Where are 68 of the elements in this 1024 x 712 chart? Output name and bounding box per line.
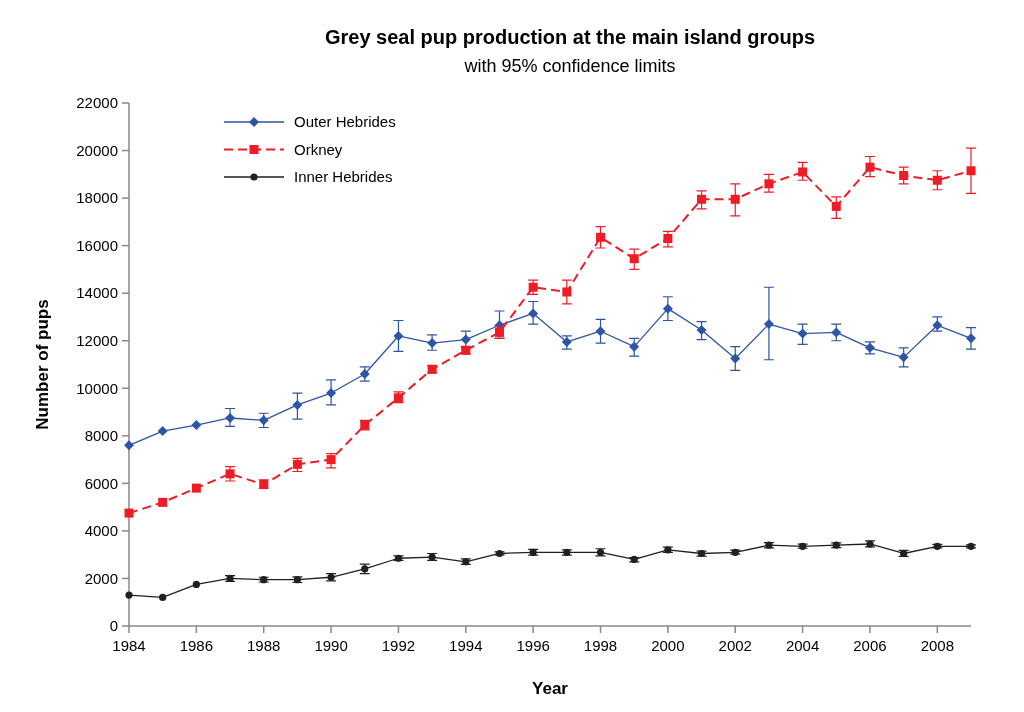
- point: [326, 388, 337, 399]
- point: [697, 194, 707, 204]
- point: [326, 455, 336, 465]
- legend-label: Outer Hebrides: [294, 113, 396, 131]
- legend-label: Orkney: [294, 140, 343, 158]
- y-tick-label: 20000: [76, 141, 118, 159]
- x-tick-label: 1986: [179, 637, 214, 654]
- y-tick-label: 16000: [76, 236, 118, 254]
- point: [662, 303, 673, 314]
- point: [124, 440, 134, 451]
- y-tick-label: 10000: [76, 379, 118, 397]
- x-tick-label: 2004: [785, 637, 820, 654]
- point: [629, 341, 640, 352]
- x-tick-label: 1988: [247, 637, 281, 654]
- point: [629, 254, 639, 264]
- point: [966, 166, 976, 176]
- point: [292, 399, 303, 410]
- x-tick-label: 2002: [718, 637, 752, 654]
- y-tick-label: 22000: [76, 94, 118, 112]
- point: [865, 162, 875, 172]
- y-tick-label: 4000: [84, 522, 118, 540]
- y-tick-label: 2000: [84, 569, 118, 587]
- point: [932, 175, 942, 185]
- point: [932, 320, 943, 331]
- point: [125, 591, 133, 599]
- point: [528, 308, 539, 319]
- point: [763, 319, 774, 330]
- point: [764, 179, 774, 189]
- y-tick-label: 8000: [84, 427, 118, 445]
- point: [596, 232, 606, 242]
- x-tick-label: 1984: [112, 637, 146, 654]
- point: [595, 326, 606, 337]
- point: [831, 201, 841, 211]
- point: [191, 483, 201, 493]
- x-tick-label: 1994: [449, 637, 483, 654]
- point: [158, 497, 168, 507]
- x-axis-title: Year: [532, 679, 569, 698]
- x-tick-label: 1998: [583, 637, 618, 654]
- point: [562, 287, 572, 297]
- point: [966, 333, 976, 344]
- point: [696, 325, 707, 336]
- point: [797, 328, 808, 339]
- y-tick-label: 0: [109, 617, 118, 635]
- point: [192, 580, 200, 588]
- y-tick-label: 12000: [76, 331, 118, 349]
- point: [730, 353, 741, 364]
- chart-subtitle: with 95% confidence limits: [463, 56, 676, 76]
- point: [159, 593, 167, 602]
- y-tick-label: 14000: [76, 284, 118, 302]
- point: [393, 330, 404, 341]
- y-axis-title: Number of pups: [33, 299, 52, 430]
- x-tick-label: 1992: [381, 637, 416, 654]
- x-tick-label: 1990: [314, 637, 348, 654]
- point: [798, 167, 808, 177]
- point: [225, 412, 236, 423]
- point: [191, 420, 202, 431]
- point: [157, 426, 168, 437]
- x-tick-label: 2006: [853, 637, 887, 654]
- y-tick-label: 18000: [76, 189, 118, 207]
- x-tick-label: 2008: [920, 637, 955, 654]
- chart-title: Grey seal pup production at the main island groups: [324, 26, 816, 48]
- x-tick-label: 1996: [516, 637, 550, 654]
- y-tick-label: 6000: [84, 474, 118, 492]
- x-tick-label: 2000: [651, 637, 685, 654]
- point: [124, 508, 134, 518]
- legend-label: Inner Hebrides: [294, 168, 393, 186]
- point: [898, 352, 909, 363]
- point: [730, 194, 740, 204]
